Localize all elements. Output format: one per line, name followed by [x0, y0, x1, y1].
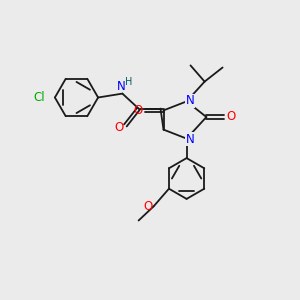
Text: H: H	[125, 77, 132, 87]
Text: N: N	[186, 133, 195, 146]
Text: N: N	[186, 94, 195, 107]
Text: O: O	[114, 121, 123, 134]
Text: Cl: Cl	[34, 91, 45, 104]
Text: O: O	[144, 200, 153, 213]
Text: O: O	[226, 110, 236, 124]
Text: N: N	[117, 80, 126, 94]
Text: O: O	[134, 104, 142, 117]
